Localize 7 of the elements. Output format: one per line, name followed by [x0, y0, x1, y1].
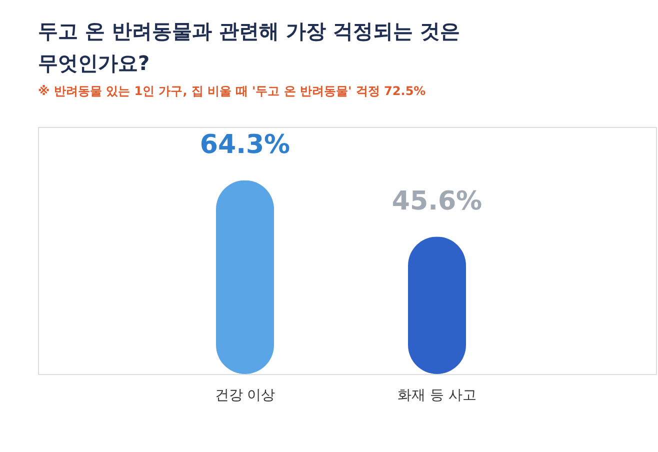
x-tick-label: 화재 등 사고 [398, 388, 476, 404]
data-label: 45.6% [392, 186, 482, 217]
x-tick-label: 건강 이상 [214, 388, 276, 404]
chart-subtitle: ※ 반려동물 있는 1인 가구, 집 비울 때 '두고 온 반려동물' 걱정 72.5% [38, 84, 426, 98]
data-label: 64.3% [200, 130, 290, 160]
text: 두고 온 반려동물과 관련해 가장 걱정되는 것은 [38, 19, 460, 43]
text: 무엇인가요? [38, 51, 150, 75]
